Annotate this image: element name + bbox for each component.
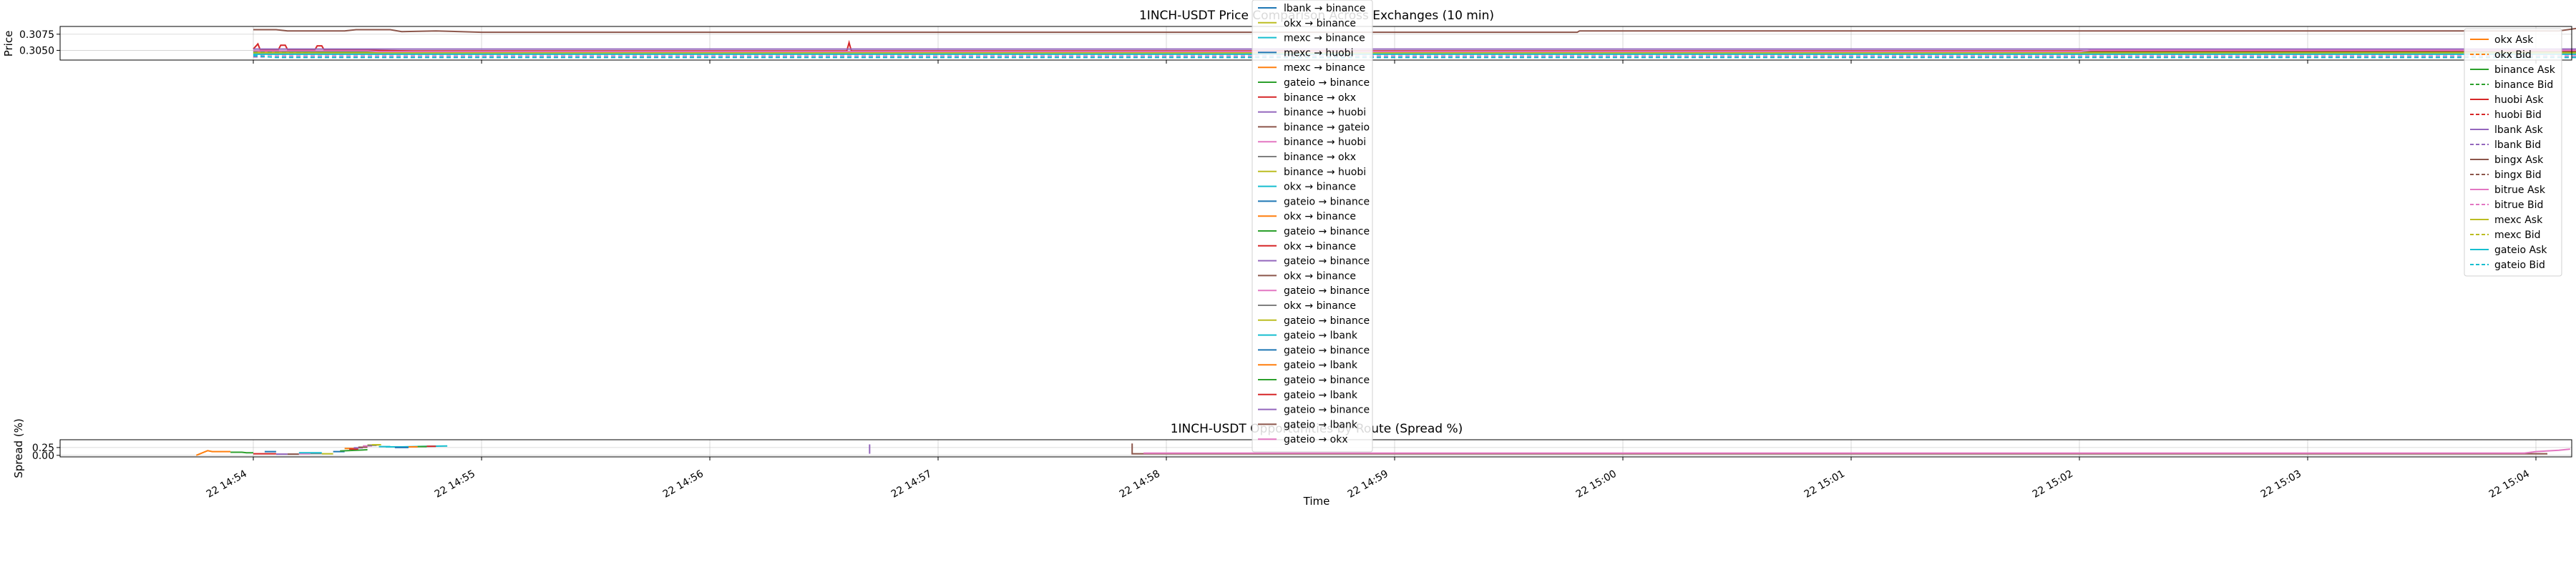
legend-label: gateio → binance [1284, 196, 1370, 207]
legend-label: gateio → lbank [1284, 330, 1358, 342]
legend-label: huobi Bid [2494, 109, 2542, 121]
legend-label: okx Ask [2494, 34, 2534, 46]
spread-y-axis-label: Spread (%) [12, 418, 25, 478]
y-tick-label: 0.3075 [19, 29, 54, 41]
series-line-29 [1143, 448, 2570, 454]
series-line-15 [253, 54, 2576, 59]
legend-label: okx → binance [1284, 270, 1356, 282]
legend-label: gateio → binance [1284, 315, 1370, 327]
y-tick-label: 0.25 [32, 443, 54, 454]
legend-label: gateio → binance [1284, 405, 1370, 416]
legend-label: gateio → lbank [1284, 390, 1358, 401]
legend-label: bitrue Ask [2494, 184, 2546, 196]
legend-label: mexc → huobi [1284, 47, 1353, 59]
legend-label: gateio → binance [1284, 345, 1370, 356]
series-line-10 [253, 49, 2576, 53]
price-panel: 1INCH-USDT Price Comparison Across Excha… [2, 9, 2576, 277]
spread-series-lines [195, 443, 2570, 456]
legend-box [2464, 28, 2562, 277]
legend-label: mexc → binance [1284, 62, 1365, 74]
spread-legend: lbank → binance okx → binance mexc → binan… [1252, 0, 1373, 453]
series-line-15 [340, 449, 368, 452]
legend-label: gateio Bid [2494, 260, 2545, 271]
legend-label: gateio → lbank [1284, 419, 1358, 430]
legend-label: gateio → binance [1284, 256, 1370, 267]
legend-label: binance → okx [1284, 152, 1356, 163]
legend-label: gateio → lbank [1284, 360, 1358, 371]
legend-label: huobi Ask [2494, 94, 2544, 106]
legend-label: lbank Ask [2494, 124, 2544, 136]
spread-x-axis-label: Time [1303, 495, 1330, 508]
legend-label: okx → binance [1284, 18, 1356, 29]
legend-label: gateio → okx [1284, 434, 1348, 445]
legend-label: gateio → binance [1284, 285, 1370, 297]
price-legend: okx Ask okx Bid binance Ask binance Bid huob… [2464, 28, 2562, 277]
y-tick-label: 0.3050 [19, 45, 54, 56]
legend-label: lbank → binance [1284, 3, 1365, 14]
legend-label: okx Bid [2494, 49, 2532, 61]
legend-label: mexc Bid [2494, 230, 2541, 241]
price-y-axis-label: Price [2, 31, 15, 57]
legend-label: gateio → binance [1284, 226, 1370, 237]
legend-label: binance → gateio [1284, 122, 1370, 133]
legend-box [1252, 0, 1373, 453]
legend-label: binance → huobi [1284, 167, 1366, 178]
legend-label: gateio Ask [2494, 245, 2547, 256]
legend-label: binance → huobi [1284, 107, 1366, 119]
y-tick-label: 0.00 [32, 450, 54, 462]
legend-label: okx → binance [1284, 241, 1356, 252]
legend-label: binance → okx [1284, 92, 1356, 104]
legend-label: okx → binance [1284, 182, 1356, 193]
legend-label: gateio → binance [1284, 375, 1370, 386]
price-y-ticks: 0.3050 0.3075 [19, 29, 60, 56]
legend-label: lbank Bid [2494, 139, 2541, 151]
legend-label: mexc Ask [2494, 214, 2543, 226]
series-line-8 [253, 27, 2576, 34]
legend-label: bingx Bid [2494, 169, 2542, 181]
price-series-lines [253, 27, 2576, 59]
legend-label: bitrue Bid [2494, 199, 2543, 211]
legend-label: okx → binance [1284, 211, 1356, 222]
series-line-4 [195, 450, 231, 456]
legend-label: mexc → binance [1284, 33, 1365, 44]
legend-label: okx → binance [1284, 300, 1356, 312]
legend-label: binance Ask [2494, 64, 2556, 76]
legend-label: gateio → binance [1284, 77, 1370, 89]
legend-label: binance Bid [2494, 79, 2553, 91]
legend-label: bingx Ask [2494, 154, 2544, 166]
spread-y-ticks: 0.000.25 [32, 443, 60, 462]
legend-label: binance → huobi [1284, 137, 1366, 148]
